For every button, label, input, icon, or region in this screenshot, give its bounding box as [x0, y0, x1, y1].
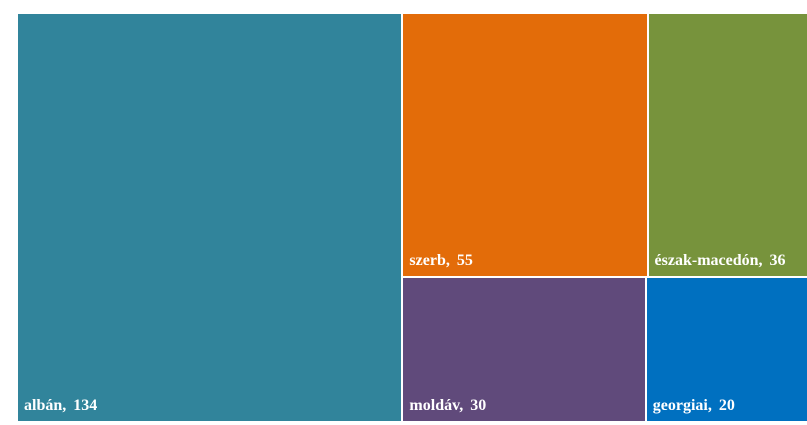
treemap-cell: szerb, 55 — [402, 13, 648, 277]
treemap-cell: georgiai, 20 — [645, 276, 807, 422]
cell-label: szerb, 55 — [409, 251, 473, 269]
cell-label: észak-macedón, 36 — [654, 251, 786, 269]
treemap-cell: albán, 134 — [17, 13, 403, 422]
treemap-cell: moldáv, 30 — [402, 276, 646, 422]
cell-label: albán, 134 — [24, 397, 98, 414]
treemap-cell: észak-macedón, 36 — [647, 13, 807, 277]
cell-label: georgiai, 20 — [652, 396, 735, 414]
cell-label: moldáv, 30 — [409, 396, 487, 414]
